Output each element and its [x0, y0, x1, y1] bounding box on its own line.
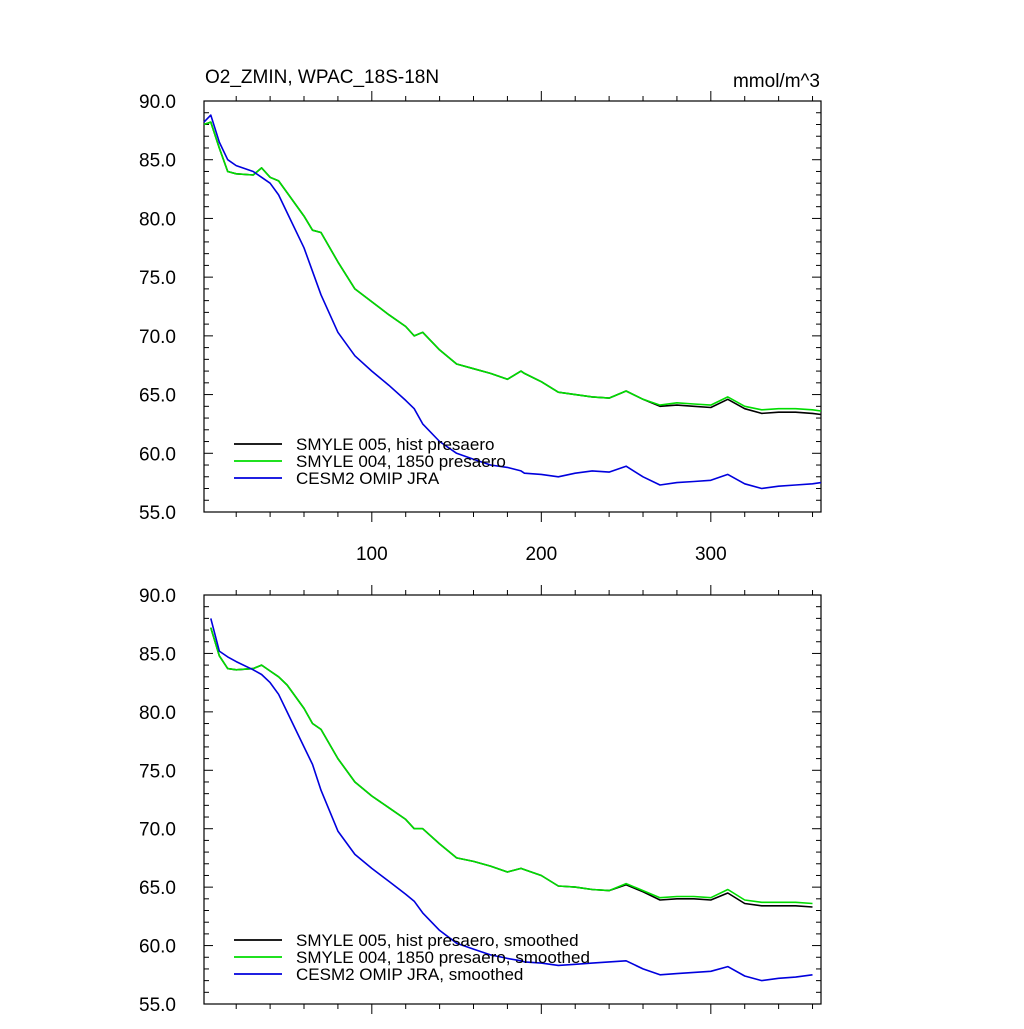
- y-tick-label: 75.0: [139, 268, 176, 289]
- series-line-3: [203, 114, 822, 490]
- legend-label: SMYLE 004, 1850 presaero, smoothed: [296, 948, 590, 967]
- series-line-2: [210, 627, 813, 905]
- y-tick-label: 85.0: [139, 151, 176, 172]
- legend-label: SMYLE 005, hist presaero, smoothed: [296, 931, 579, 950]
- y-tick-label: 60.0: [139, 444, 176, 465]
- y-tick-label: 90.0: [139, 586, 176, 607]
- legend-label: SMYLE 004, 1850 presaero: [296, 452, 506, 471]
- plot-frame: [203, 594, 822, 1005]
- x-tick-label: 300: [695, 544, 727, 565]
- legend-label: CESM2 OMIP JRA: [296, 469, 440, 488]
- y-tick-label: 70.0: [139, 820, 176, 841]
- y-tick-label: 80.0: [139, 209, 176, 230]
- y-tick-label: 60.0: [139, 937, 176, 958]
- bottom-panel: 55.0 60.0 65.0 70.0 75.0 80.0 85.0 90.0 SMYLE 00…: [139, 585, 822, 1016]
- x-tick-label: 200: [525, 544, 557, 565]
- series-line-1: [210, 627, 813, 908]
- legend-label: SMYLE 005, hist presaero: [296, 435, 494, 454]
- legend-label: CESM2 OMIP JRA, smoothed: [296, 965, 523, 984]
- units-label: mmol/m^3: [733, 71, 820, 92]
- y-tick-label: 65.0: [139, 878, 176, 899]
- top-panel: 55.0 60.0 65.0 70.0 75.0 80.0 85.0 90.0 100 200 30…: [139, 91, 822, 565]
- y-tick-label: 80.0: [139, 703, 176, 724]
- series-line-1: [203, 121, 822, 416]
- y-tick-label: 70.0: [139, 327, 176, 348]
- plot-frame: [203, 100, 822, 513]
- series-line-3: [210, 618, 813, 982]
- y-tick-label: 65.0: [139, 386, 176, 407]
- y-tick-label: 85.0: [139, 644, 176, 665]
- y-tick-label: 75.0: [139, 761, 176, 782]
- x-tick-label: 100: [356, 544, 388, 565]
- y-tick-label: 55.0: [139, 995, 176, 1016]
- series-line-2: [203, 121, 822, 412]
- y-tick-label: 90.0: [139, 92, 176, 113]
- y-tick-label: 55.0: [139, 503, 176, 524]
- chart-title: O2_ZMIN, WPAC_18S-18N: [205, 67, 439, 88]
